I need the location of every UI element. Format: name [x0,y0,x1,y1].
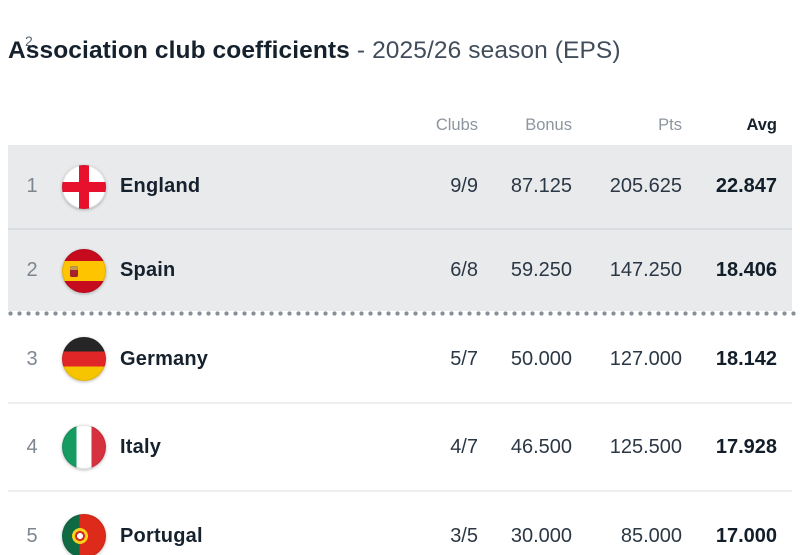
spain-flag-icon [62,248,106,293]
qualification-cutoff-divider [8,311,800,317]
table-row-italy[interactable]: 4 Italy 4/7 46.500 125.500 17.928 [8,404,792,493]
bonus-value: 87.125 [510,175,572,198]
column-header-pts[interactable]: Pts [658,115,682,134]
page-title-season: - 2025/26 season (EPS) [356,37,621,64]
country-name: Portugal [120,524,203,547]
bonus-value: 59.250 [510,259,572,282]
clubs-value: 9/9 [450,175,478,198]
stray-partial-rank: 2 [25,33,33,49]
table-row-england[interactable]: 1 England 9/9 87.125 205.625 22.847 [8,145,792,228]
bonus-value: 30.000 [510,524,572,547]
country-name: Spain [120,259,176,282]
pts-value: 205.625 [609,175,682,198]
pts-value: 125.500 [609,435,682,458]
bonus-value: 46.500 [510,435,572,458]
pts-value: 147.250 [609,259,682,282]
pts-value: 127.000 [609,347,682,370]
clubs-value: 6/8 [450,259,478,282]
germany-flag-icon [62,337,106,382]
clubs-value: 4/7 [450,435,478,458]
italy-flag-icon [62,425,106,470]
avg-value: 22.847 [715,175,777,198]
table-row-portugal[interactable]: 5 Portugal 3/5 30.000 85.000 17.000 [8,492,792,555]
england-flag-icon [62,164,106,209]
avg-value: 18.142 [715,347,777,370]
bonus-value: 50.000 [510,347,572,370]
clubs-value: 5/7 [450,347,478,370]
country-name: England [120,175,201,198]
avg-value: 17.000 [715,524,777,547]
coefficients-widget: Association club coefficients - 2025/26 s… [0,36,800,555]
column-header-bonus[interactable]: Bonus [525,115,572,134]
table-row-germany[interactable]: 3 Germany 5/7 50.000 127.000 18.142 [8,316,792,405]
country-name: Germany [120,347,209,370]
pts-value: 85.000 [620,524,682,547]
column-header-avg[interactable]: Avg [746,115,777,134]
table-row-spain[interactable]: 2 Spain 6/8 59.250 147.250 18.406 [8,228,792,311]
qualification-zone-block: 1 England 9/9 87.125 205.625 22.847 2 Sp… [8,145,792,312]
country-name: Italy [120,435,162,458]
clubs-value: 3/5 [450,524,478,547]
portugal-flag-icon [62,514,106,555]
avg-value: 18.406 [715,259,777,282]
rank-label: 3 [26,347,38,370]
rank-label: 2 [26,259,38,282]
table-header-row: Clubs Bonus Pts Avg [8,110,792,140]
page-title-main: Association club coefficients [8,37,350,64]
page-title: Association club coefficients - 2025/26 s… [8,36,792,65]
rank-label: 5 [26,524,38,547]
avg-value: 17.928 [715,435,777,458]
rank-label: 1 [26,175,38,198]
rank-label: 4 [26,435,38,458]
column-header-clubs[interactable]: Clubs [435,115,478,134]
